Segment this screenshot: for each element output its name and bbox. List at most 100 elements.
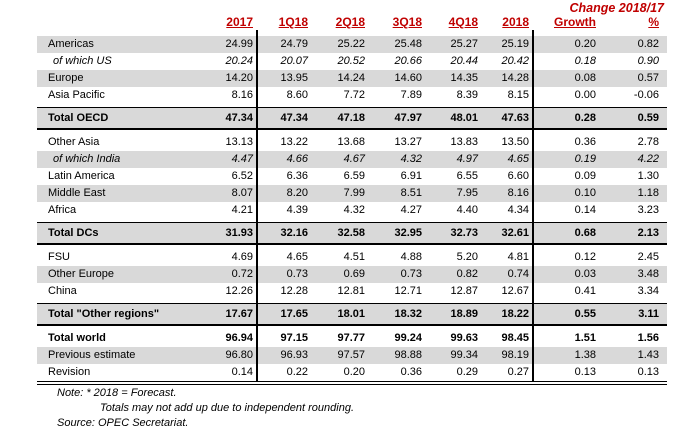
vertical-divider-after-2018	[532, 30, 534, 382]
cell-2017: 47.34	[225, 112, 253, 124]
cell-2018: 0.27	[507, 366, 529, 378]
vertical-divider-after-2017	[256, 30, 258, 382]
row-label: Asia Pacific	[48, 89, 105, 101]
row-label: Revision	[48, 366, 91, 378]
cell-4q18: 4.97	[456, 153, 478, 165]
cell-growth: 0.03	[574, 268, 596, 280]
cell-2017: 20.24	[225, 55, 253, 67]
cell-2q18: 4.67	[343, 153, 365, 165]
cell-2017: 96.94	[225, 332, 253, 344]
cell-1q18: 4.66	[286, 153, 308, 165]
cell-4q18: 4.40	[456, 204, 478, 216]
cell-growth: 0.28	[574, 112, 596, 124]
cell-1q18: 24.79	[280, 38, 308, 50]
cell-1q18: 8.20	[286, 187, 308, 199]
cell-2q18: 0.69	[343, 268, 365, 280]
cell-3q18: 8.51	[400, 187, 422, 199]
cell-2017: 13.13	[225, 136, 253, 148]
cell-2q18: 0.20	[343, 366, 365, 378]
cell-3q18: 0.36	[400, 366, 422, 378]
cell-growth: 0.13	[574, 366, 596, 378]
cell-2q18: 97.77	[337, 332, 365, 344]
cell-2017: 8.07	[231, 187, 253, 199]
cell-2q18: 12.81	[337, 285, 365, 297]
cell-pct: 2.78	[637, 136, 659, 148]
cell-pct: 3.34	[637, 285, 659, 297]
cell-3q18: 4.32	[400, 153, 422, 165]
cell-4q18: 6.55	[456, 170, 478, 182]
cell-1q18: 4.39	[286, 204, 308, 216]
cell-2q18: 4.51	[343, 251, 365, 263]
row-label: Previous estimate	[48, 349, 136, 361]
column-header-2q18: 2Q18	[335, 15, 365, 29]
cell-4q18: 48.01	[450, 112, 478, 124]
footnotes: Note: * 2018 = Forecast. Totals may not …	[57, 386, 354, 430]
table-row: Latin America 6.52 6.36 6.59 6.91 6.55 6.60 0.0…	[37, 168, 667, 185]
cell-2018: 4.34	[507, 204, 529, 216]
cell-1q18: 4.65	[286, 251, 308, 263]
cell-2017: 4.47	[231, 153, 253, 165]
row-label: China	[48, 285, 77, 297]
cell-3q18: 32.95	[394, 227, 422, 239]
cell-2017: 31.93	[225, 227, 253, 239]
cell-2017: 8.16	[231, 89, 253, 101]
cell-pct: 1.18	[637, 187, 659, 199]
cell-2q18: 20.52	[337, 55, 365, 67]
cell-growth: 0.41	[574, 285, 596, 297]
cell-pct: 3.48	[637, 268, 659, 280]
cell-2018: 4.81	[507, 251, 529, 263]
cell-2018: 0.74	[507, 268, 529, 280]
table-row: of which India 4.47 4.66 4.67 4.32 4.97 4.65 0.…	[37, 151, 667, 168]
cell-growth: 1.51	[574, 332, 596, 344]
cell-2018: 18.22	[501, 308, 529, 320]
table-row: Other Asia 13.13 13.22 13.68 13.27 13.83 13.50…	[37, 134, 667, 151]
cell-2017: 12.26	[225, 285, 253, 297]
cell-2q18: 13.68	[337, 136, 365, 148]
table-row: Middle East 8.07 8.20 7.99 8.51 7.95 8.16 0.10 1…	[37, 185, 667, 202]
cell-pct: 1.56	[637, 332, 659, 344]
cell-3q18: 47.97	[394, 112, 422, 124]
cell-3q18: 18.32	[394, 308, 422, 320]
note-forecast: Note: * 2018 = Forecast.	[57, 387, 177, 399]
row-label: Total OECD	[48, 112, 109, 124]
cell-2q18: 4.32	[343, 204, 365, 216]
column-header-percent: %	[648, 15, 659, 29]
row-label: Other Asia	[48, 136, 100, 148]
cell-4q18: 99.63	[450, 332, 478, 344]
cell-3q18: 13.27	[394, 136, 422, 148]
table-row: FSU 4.69 4.65 4.51 4.88 5.20 4.81 0.12 2.45	[37, 249, 667, 266]
row-label: Latin America	[48, 170, 115, 182]
cell-2q18: 18.01	[337, 308, 365, 320]
cell-growth: 0.18	[574, 55, 596, 67]
cell-3q18: 4.88	[400, 251, 422, 263]
cell-2018: 98.45	[501, 332, 529, 344]
cell-pct: 4.22	[637, 153, 659, 165]
cell-1q18: 32.16	[280, 227, 308, 239]
cell-1q18: 0.73	[286, 268, 308, 280]
cell-2018: 20.42	[501, 55, 529, 67]
cell-1q18: 96.93	[280, 349, 308, 361]
cell-growth: 0.55	[574, 308, 596, 320]
cell-2017: 96.80	[225, 349, 253, 361]
cell-pct: 0.90	[637, 55, 659, 67]
cell-growth: 0.00	[574, 89, 596, 101]
row-label: Other Europe	[48, 268, 115, 280]
cell-3q18: 14.60	[394, 72, 422, 84]
cell-1q18: 13.22	[280, 136, 308, 148]
column-header-growth: Growth	[554, 15, 596, 29]
table-row: China 12.26 12.28 12.81 12.71 12.87 12.67 0.41 3…	[37, 283, 667, 300]
cell-2q18: 7.99	[343, 187, 365, 199]
table-row: Total "Other regions" 17.67 17.65 18.01 18.3…	[37, 303, 667, 326]
cell-growth: 0.14	[574, 204, 596, 216]
row-label: Africa	[48, 204, 77, 216]
cell-2018: 6.60	[507, 170, 529, 182]
table-row: Africa 4.21 4.39 4.32 4.27 4.40 4.34 0.14 3.23	[37, 202, 667, 219]
cell-4q18: 32.73	[450, 227, 478, 239]
table-row: Total OECD 47.34 47.34 47.18 47.97 48.01 47.63…	[37, 107, 667, 130]
change-2018-17-header: Change 2018/17	[569, 1, 665, 15]
cell-2017: 6.52	[231, 170, 253, 182]
cell-pct: 0.13	[637, 366, 659, 378]
cell-2018: 4.65	[507, 153, 529, 165]
cell-2018: 14.28	[501, 72, 529, 84]
cell-2018: 25.19	[501, 38, 529, 50]
